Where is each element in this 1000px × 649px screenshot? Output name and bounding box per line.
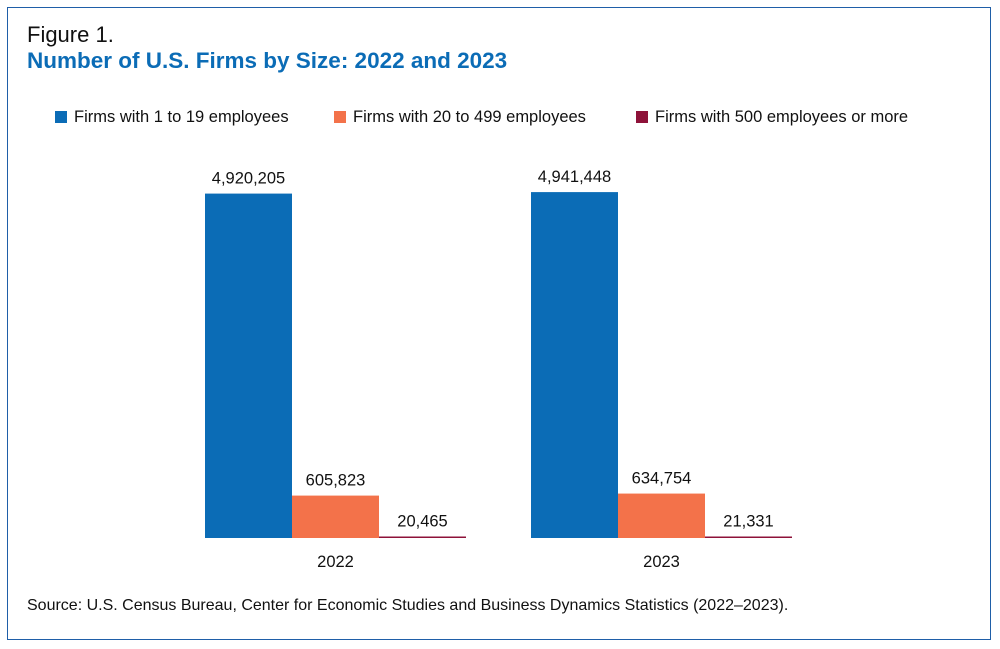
bar-large-firms-2022 — [379, 536, 466, 538]
data-label-medium-firms-2023: 634,754 — [632, 470, 692, 488]
chart-title: Number of U.S. Firms by Size: 2022 and 2… — [27, 48, 508, 73]
data-label-medium-firms-2022: 605,823 — [306, 472, 366, 490]
source-note: Source: U.S. Census Bureau, Center for E… — [27, 597, 789, 614]
legend-item-medium-firms: Firms with 20 to 499 employees — [334, 104, 586, 130]
figure-label: Figure 1. — [27, 22, 114, 47]
legend-swatch-small-firms — [55, 111, 67, 123]
data-label-large-firms-2023: 21,331 — [723, 513, 773, 531]
bar-small-firms-2023 — [531, 192, 618, 538]
legend-swatch-medium-firms — [334, 111, 346, 123]
x-tick-label-2022: 2022 — [317, 553, 354, 571]
bar-medium-firms-2023 — [618, 493, 705, 538]
legend-label-small-firms: Firms with 1 to 19 employees — [74, 107, 289, 126]
legend-swatch-large-firms — [636, 111, 648, 123]
bar-medium-firms-2022 — [292, 495, 379, 538]
bar-large-firms-2023 — [705, 536, 792, 538]
figure-frame — [7, 7, 991, 640]
x-tick-label-2023: 2023 — [643, 553, 680, 571]
data-label-large-firms-2022: 20,465 — [397, 513, 447, 531]
bar-small-firms-2022 — [205, 193, 292, 539]
data-label-small-firms-2023: 4,941,448 — [538, 168, 611, 186]
legend-item-small-firms: Firms with 1 to 19 employees — [55, 104, 289, 130]
legend-item-large-firms: Firms with 500 employees or more — [636, 104, 908, 130]
data-label-small-firms-2022: 4,920,205 — [212, 170, 285, 188]
legend-label-large-firms: Firms with 500 employees or more — [655, 107, 909, 126]
legend-label-medium-firms: Firms with 20 to 499 employees — [353, 107, 586, 126]
